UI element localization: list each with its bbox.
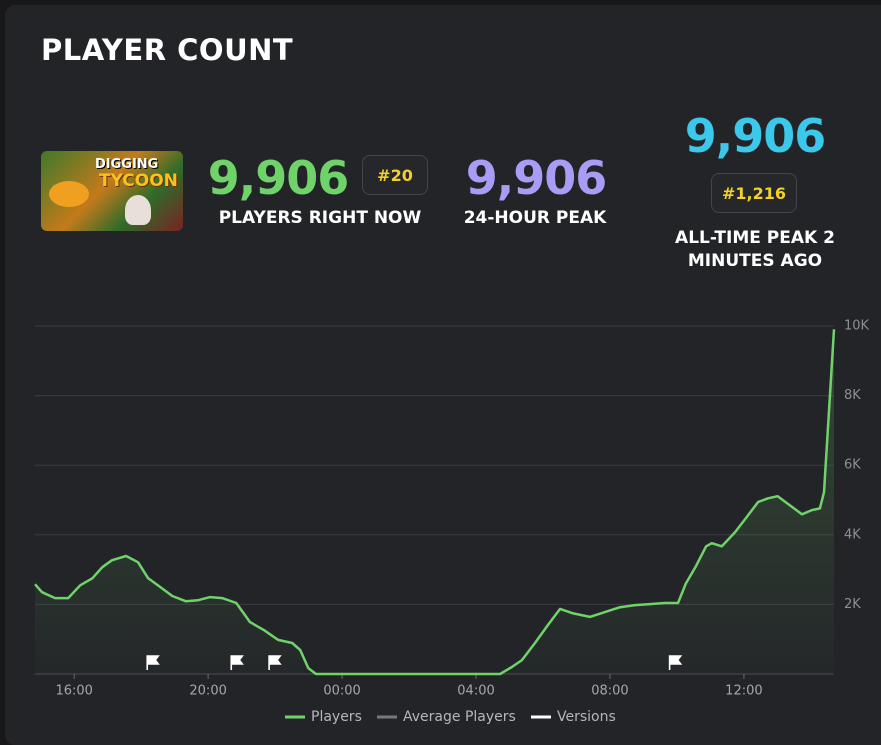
stat-value: 9,906 [684, 109, 827, 163]
version-flag [268, 655, 282, 670]
stat-label: PLAYERS RIGHT NOW [218, 208, 422, 228]
x-tick-label: 20:00 [189, 684, 226, 699]
rank-badge: #1,216 [711, 173, 797, 213]
stat-value: 9,906 [465, 151, 608, 205]
y-tick-label: 10K [844, 319, 870, 334]
x-tick-label: 00:00 [323, 684, 360, 699]
version-flag [230, 655, 244, 670]
rank-badge: #20 [362, 155, 428, 195]
skull-icon [125, 195, 151, 225]
y-tick-label: 2K [844, 597, 861, 612]
fish-icon [49, 181, 89, 207]
page: PLAYER COUNT DIGGING TYCOON 9,906 #20 PL… [5, 5, 881, 745]
version-flag [668, 655, 683, 670]
legend-label: Players [311, 709, 362, 725]
x-tick-label: 12:00 [725, 684, 762, 699]
title: PLAYER COUNT [41, 33, 294, 67]
y-tick-label: 6K [844, 458, 861, 473]
legend-label: Versions [557, 709, 616, 725]
y-tick-label: 4K [844, 527, 861, 542]
version-flag [146, 655, 160, 670]
thumbnail-text: TYCOON [99, 171, 178, 191]
stat-value: 9,906 [207, 151, 350, 205]
legend-label: Average Players [403, 709, 516, 725]
y-tick-label: 8K [844, 388, 861, 403]
line [34, 329, 836, 676]
x-tick-label: 04:00 [457, 684, 494, 699]
thumbnail-text: DIGGING [95, 157, 159, 172]
stat-label: ALL-TIME PEAK 2 MINUTES AGO [675, 228, 835, 271]
area [35, 329, 834, 674]
x-tick-label: 08:00 [591, 684, 628, 699]
x-tick-label: 16:00 [55, 684, 92, 699]
game-thumbnail[interactable]: DIGGING TYCOON [41, 151, 183, 231]
chart: 2K 4K 6K 8K 10K 16:00 20:00 00:00 04:00 08:00 12:0… [34, 319, 870, 725]
player-count-card: PLAYER COUNT DIGGING TYCOON 9,906 #20 PL… [5, 5, 881, 745]
stat-label: 24-HOUR PEAK [463, 208, 607, 228]
